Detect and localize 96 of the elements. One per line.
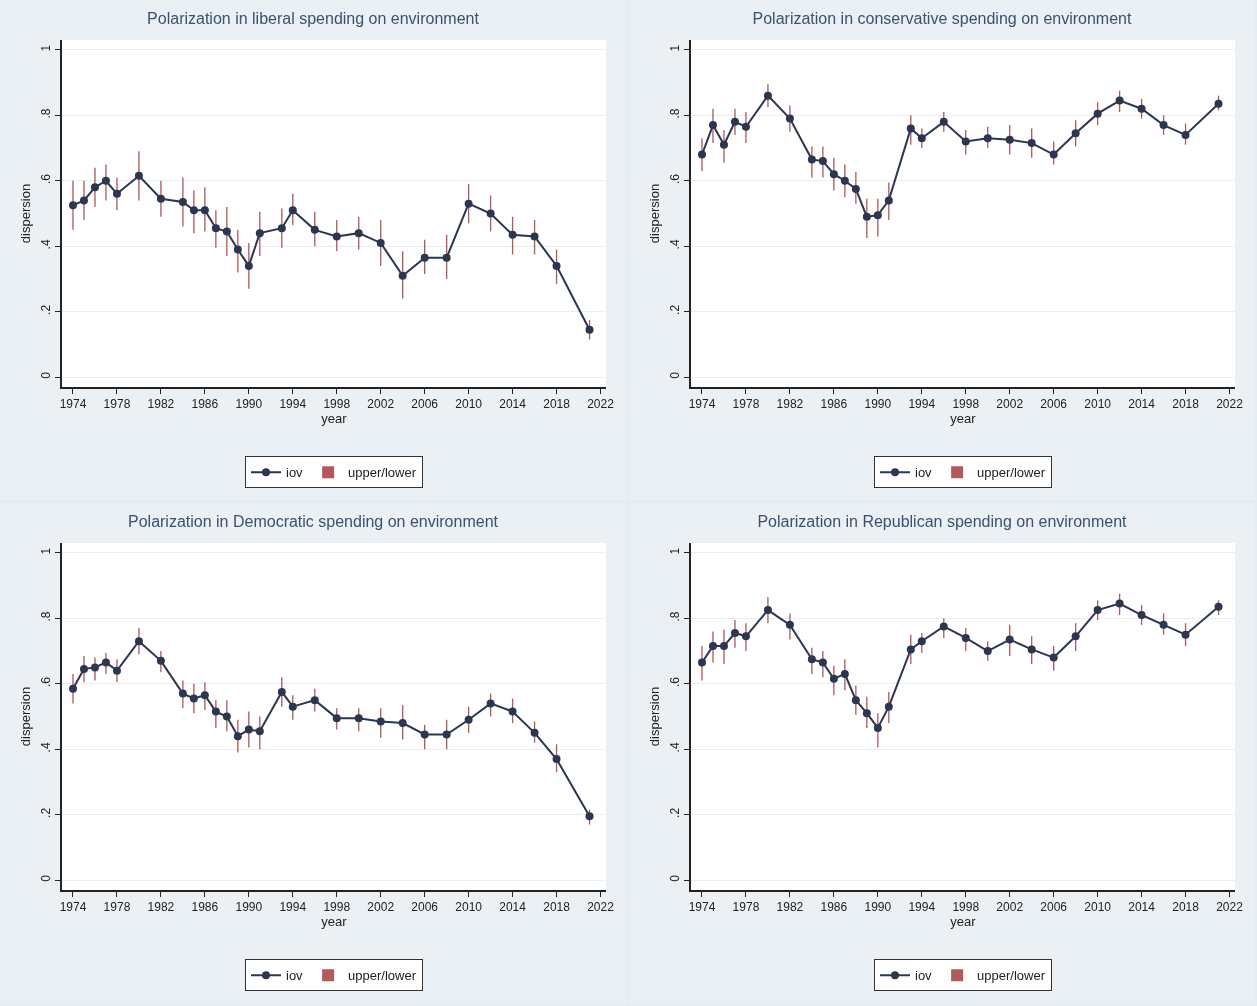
x-tick-label: 2014: [499, 900, 527, 915]
legend-label: upper/lower: [977, 465, 1046, 481]
chart-title: Polarization in conservative spending on environment: [752, 9, 1132, 27]
legend-label: upper/lower: [348, 968, 417, 984]
x-tick-label: 1978: [732, 397, 760, 412]
chart-title: Polarization in Republican spending on environment: [757, 512, 1128, 530]
x-tick-label: 1990: [864, 900, 892, 915]
x-axis-title: year: [321, 914, 348, 930]
y-tick-label: .6: [39, 173, 54, 184]
x-tick-label: 2014: [1128, 900, 1156, 915]
x-tick-label: 1978: [103, 397, 131, 412]
legend-label: upper/lower: [348, 465, 417, 481]
x-tick-label: 2002: [996, 397, 1024, 412]
x-tick-label: 1974: [59, 900, 87, 915]
x-tick-label: 1978: [103, 900, 131, 915]
y-axis-title: dispersion: [17, 686, 33, 747]
y-tick-label: 0: [668, 874, 683, 882]
x-tick-label: 1994: [279, 397, 307, 412]
legend-label: iov: [286, 465, 304, 481]
x-tick-label: 1974: [59, 397, 87, 412]
x-tick-label: 1982: [776, 900, 804, 915]
x-tick-label: 2022: [1216, 397, 1244, 412]
y-tick-label: .2: [668, 304, 683, 315]
y-tick-label: .6: [668, 676, 683, 687]
y-tick-label: .4: [668, 239, 683, 250]
x-tick-label: 2010: [455, 397, 483, 412]
x-tick-label: 1986: [191, 900, 219, 915]
x-tick-label: 1998: [323, 900, 351, 915]
x-tick-label: 2010: [1084, 397, 1112, 412]
x-tick-label: 2014: [1128, 397, 1156, 412]
x-tick-label: 1978: [732, 900, 760, 915]
legend-label: upper/lower: [977, 968, 1046, 984]
x-tick-label: 1986: [820, 900, 848, 915]
x-tick-label: 1982: [147, 900, 175, 915]
x-tick-label: 1990: [235, 900, 263, 915]
x-tick-label: 2002: [367, 900, 395, 915]
x-tick-label: 1998: [323, 397, 351, 412]
x-tick-label: 2006: [1040, 900, 1068, 915]
x-tick-label: 2014: [499, 397, 527, 412]
x-tick-label: 1986: [820, 397, 848, 412]
x-tick-label: 1990: [235, 397, 263, 412]
y-tick-label: .8: [668, 108, 683, 119]
x-axis-title: year: [321, 411, 348, 427]
x-tick-label: 1994: [279, 900, 307, 915]
x-axis-title: year: [950, 914, 977, 930]
y-tick-label: 1: [39, 44, 54, 52]
y-tick-label: .8: [668, 611, 683, 622]
y-tick-label: .4: [39, 742, 54, 753]
x-tick-label: 1998: [952, 397, 980, 412]
x-tick-label: 2018: [543, 900, 571, 915]
y-tick-label: .4: [668, 742, 683, 753]
x-tick-label: 2006: [411, 900, 439, 915]
y-tick-label: .2: [39, 807, 54, 818]
y-tick-label: .4: [39, 239, 54, 250]
x-tick-label: 1990: [864, 397, 892, 412]
x-tick-label: 2022: [587, 900, 615, 915]
chart-title: Polarization in Democratic spending on environment: [128, 512, 499, 530]
legend-label: iov: [915, 465, 933, 481]
legend-label: iov: [286, 968, 304, 984]
x-tick-label: 2002: [367, 397, 395, 412]
x-tick-label: 2006: [411, 397, 439, 412]
y-axis-title: dispersion: [646, 183, 662, 244]
x-tick-label: 2022: [1216, 900, 1244, 915]
y-tick-label: .2: [668, 807, 683, 818]
x-tick-label: 1986: [191, 397, 219, 412]
y-axis-title: dispersion: [646, 686, 662, 747]
chart-title: Polarization in liberal spending on environment: [147, 9, 480, 27]
x-tick-label: 1998: [952, 900, 980, 915]
x-tick-label: 1982: [776, 397, 804, 412]
x-tick-label: 1974: [688, 900, 716, 915]
y-tick-label: 1: [668, 44, 683, 52]
y-tick-label: .6: [39, 676, 54, 687]
x-tick-label: 1994: [908, 397, 936, 412]
y-tick-label: .8: [39, 611, 54, 622]
x-tick-label: 1974: [688, 397, 716, 412]
y-tick-label: .6: [668, 173, 683, 184]
legend-label: iov: [915, 968, 933, 984]
x-tick-label: 2002: [996, 900, 1024, 915]
x-tick-label: 1982: [147, 397, 175, 412]
y-tick-label: .2: [39, 304, 54, 315]
y-tick-label: 1: [39, 547, 54, 555]
x-tick-label: 2018: [1172, 900, 1200, 915]
y-tick-label: 0: [668, 371, 683, 379]
y-tick-label: .8: [39, 108, 54, 119]
y-axis-title: dispersion: [17, 183, 33, 244]
x-tick-label: 2010: [1084, 900, 1112, 915]
x-tick-label: 2018: [543, 397, 571, 412]
y-tick-label: 0: [39, 371, 54, 379]
y-tick-label: 0: [39, 874, 54, 882]
x-tick-label: 1994: [908, 900, 936, 915]
x-tick-label: 2010: [455, 900, 483, 915]
y-tick-label: 1: [668, 547, 683, 555]
x-tick-label: 2006: [1040, 397, 1068, 412]
x-tick-label: 2018: [1172, 397, 1200, 412]
x-tick-label: 2022: [587, 397, 615, 412]
x-axis-title: year: [950, 411, 977, 427]
